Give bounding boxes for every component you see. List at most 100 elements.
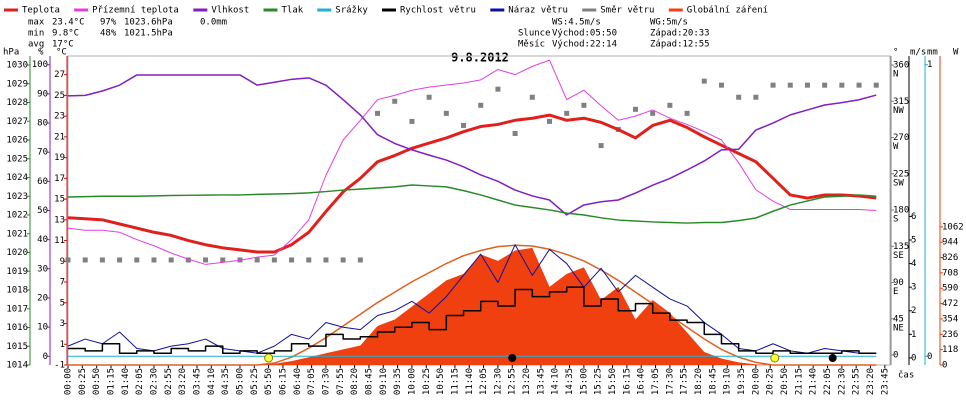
x-tick-label: 15:50 bbox=[608, 368, 618, 395]
stat-text: 0.0mm bbox=[200, 18, 227, 28]
x-tick-label: 14:10 bbox=[551, 368, 561, 395]
legend-label: Přízemní teplota bbox=[92, 6, 179, 16]
axis-title: mm bbox=[927, 48, 938, 58]
tick-label: 0 bbox=[942, 361, 947, 371]
tick-label: 1018 bbox=[6, 286, 28, 296]
stat-text: avg bbox=[28, 40, 44, 50]
series-point bbox=[512, 130, 518, 136]
x-tick-label: 07:30 bbox=[321, 368, 331, 395]
tick-label: 13 bbox=[54, 215, 65, 225]
x-tick-label: 11:40 bbox=[465, 368, 475, 395]
x-tick-label: 15:25 bbox=[594, 368, 604, 395]
series-point bbox=[357, 257, 363, 263]
series-point bbox=[340, 257, 346, 263]
x-tick-label: 02:30 bbox=[149, 368, 159, 395]
tick-label: 1 bbox=[911, 330, 916, 340]
stat-text: min bbox=[28, 29, 44, 39]
x-tick-label: 03:45 bbox=[192, 368, 202, 395]
tick-label: 0 bbox=[43, 352, 48, 362]
tick-label: 354 bbox=[942, 314, 958, 324]
x-tick-label: 05:50 bbox=[264, 368, 274, 395]
tick-label: 270 bbox=[893, 133, 909, 143]
tick-label: 1023 bbox=[6, 192, 28, 202]
axis-title: hPa bbox=[3, 48, 19, 58]
tick-label: SW bbox=[893, 178, 904, 188]
x-tick-label: 00:25 bbox=[78, 368, 88, 395]
tick-label: NE bbox=[893, 323, 904, 333]
series-point bbox=[409, 118, 415, 124]
series-point bbox=[220, 257, 226, 263]
tick-label: 1030 bbox=[6, 61, 28, 71]
axis-title: m/s bbox=[910, 48, 926, 58]
tick-label: 118 bbox=[942, 345, 958, 355]
stat-text: 48% bbox=[100, 29, 117, 39]
info-text: Západ:20:33 bbox=[650, 29, 710, 39]
tick-label: 1028 bbox=[6, 98, 28, 108]
x-tick-label: 00:50 bbox=[92, 368, 102, 395]
series-point bbox=[839, 82, 845, 88]
tick-label: N bbox=[893, 70, 898, 80]
x-tick-label: 17:05 bbox=[651, 368, 661, 395]
series-point bbox=[271, 257, 277, 263]
tick-label: 2 bbox=[911, 306, 916, 316]
legend-label: Globální záření bbox=[687, 6, 768, 16]
x-tick-label: 11:15 bbox=[450, 368, 460, 395]
series-point bbox=[873, 82, 879, 88]
x-tick-label: 06:40 bbox=[293, 368, 303, 395]
stat-text: 97% bbox=[100, 18, 117, 28]
stat-text: 17°C bbox=[52, 40, 74, 50]
moon-marker bbox=[828, 354, 837, 362]
x-tick-label: 01:40 bbox=[121, 368, 131, 395]
tick-label: 590 bbox=[942, 284, 958, 294]
tick-label: 90 bbox=[37, 89, 48, 99]
tick-label: 1 bbox=[927, 60, 932, 70]
tick-label: 1022 bbox=[6, 211, 28, 221]
tick-label: 3 bbox=[60, 319, 65, 329]
axis-title: °C bbox=[56, 48, 67, 58]
series-line bbox=[67, 184, 877, 224]
legend-label: Rychlost větru bbox=[400, 6, 476, 16]
series-line bbox=[68, 244, 877, 366]
tick-label: 1015 bbox=[6, 342, 28, 352]
tick-label: S bbox=[893, 215, 898, 225]
tick-label: 11 bbox=[54, 236, 65, 246]
tick-label: 315 bbox=[893, 97, 909, 107]
series-point bbox=[185, 257, 191, 263]
tick-label: 60 bbox=[37, 177, 48, 187]
x-tick-label: 15:00 bbox=[579, 368, 589, 395]
tick-label: 1017 bbox=[6, 304, 28, 314]
tick-label: 1020 bbox=[6, 248, 28, 258]
legend-label: Náraz větru bbox=[508, 6, 568, 16]
series-point bbox=[151, 257, 157, 263]
series-point bbox=[529, 94, 535, 100]
series-line bbox=[67, 74, 877, 216]
x-tick-label: 22:05 bbox=[823, 368, 833, 395]
x-tick-label: 01:15 bbox=[106, 368, 116, 395]
x-tick-label: 22:30 bbox=[837, 368, 847, 395]
series-line bbox=[67, 244, 877, 354]
tick-label: 360 bbox=[893, 61, 909, 71]
series-point bbox=[392, 98, 398, 104]
tick-label: 0 bbox=[927, 352, 932, 362]
x-tick-label: 06:15 bbox=[278, 368, 288, 395]
x-tick-label: 05:25 bbox=[250, 368, 260, 395]
tick-label: 30 bbox=[37, 264, 48, 274]
tick-label: 27 bbox=[54, 70, 65, 80]
x-tick-label: 16:15 bbox=[622, 368, 632, 395]
x-tick-label: 12:30 bbox=[493, 368, 503, 395]
x-tick-label: 12:05 bbox=[479, 368, 489, 395]
tick-label: 1 bbox=[60, 340, 65, 350]
tick-label: 45 bbox=[893, 314, 904, 324]
series-point bbox=[443, 110, 449, 116]
series-point bbox=[667, 102, 673, 108]
series-line bbox=[67, 59, 877, 265]
x-tick-label: 07:05 bbox=[307, 368, 317, 395]
series-point bbox=[306, 257, 312, 263]
sun-marker bbox=[264, 353, 274, 363]
series-point bbox=[770, 82, 776, 88]
info-text: Východ:05:50 bbox=[552, 29, 617, 39]
x-tick-label: 10:50 bbox=[436, 368, 446, 395]
series-point bbox=[323, 257, 329, 263]
tick-label: 944 bbox=[942, 238, 958, 248]
x-tick-label: 02:05 bbox=[135, 368, 145, 395]
